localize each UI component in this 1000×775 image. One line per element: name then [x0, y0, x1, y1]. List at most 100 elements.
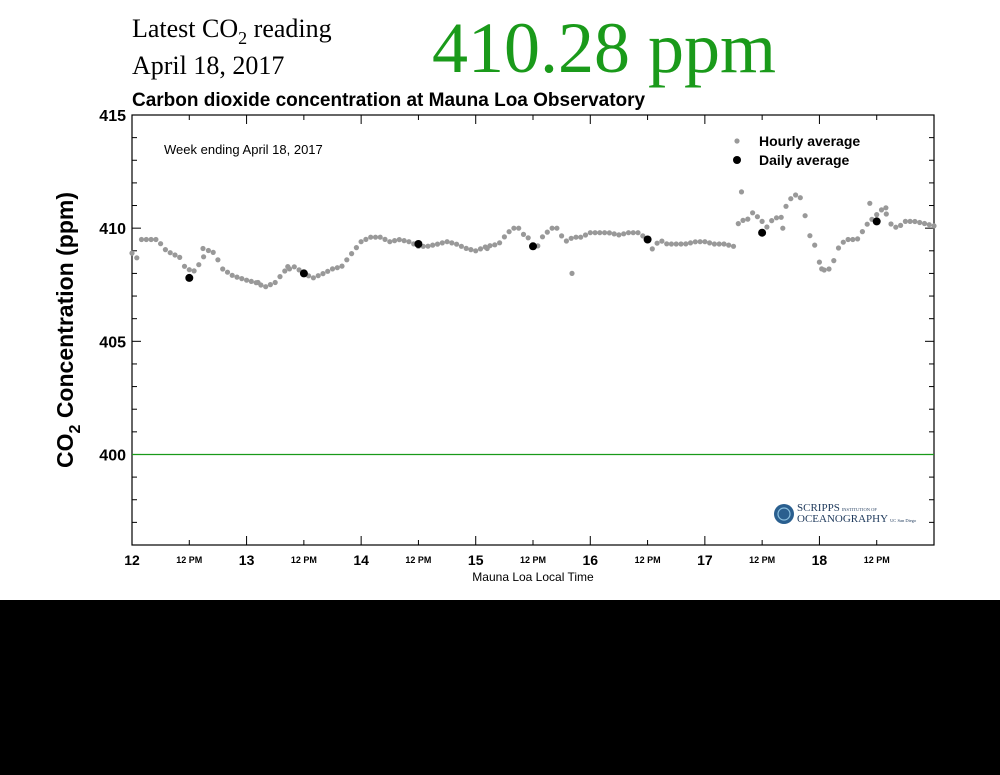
hourly-point: [563, 238, 570, 244]
hourly-point: [224, 269, 231, 275]
hourly-point: [539, 234, 546, 240]
xtick-label-noon: 12 PM: [176, 555, 202, 565]
hourly-point: [449, 240, 455, 246]
hourly-point: [358, 239, 364, 245]
daily-point: [758, 228, 767, 237]
hourly-point: [473, 248, 479, 254]
hourly-point: [812, 242, 818, 248]
hourly-point: [215, 257, 221, 263]
hourly-point: [559, 233, 565, 239]
xtick-label-day: 14: [353, 552, 369, 568]
hourly-point: [831, 258, 837, 264]
hourly-point: [707, 240, 713, 246]
ytick-label: 410: [99, 221, 126, 238]
hourly-point: [229, 272, 235, 278]
hourly-point: [850, 236, 856, 243]
hourly-point: [883, 211, 889, 217]
hourly-point: [740, 217, 746, 223]
legend-daily-label: Daily average: [759, 152, 849, 168]
hourly-point: [635, 230, 641, 236]
hourly-point: [334, 265, 340, 271]
xtick-label-noon: 12 PM: [520, 555, 546, 565]
hourly-point: [912, 218, 918, 225]
hourly-point: [807, 233, 813, 239]
hourly-point: [721, 241, 727, 247]
hourly-point: [315, 273, 321, 279]
ytick-label: 405: [99, 334, 126, 351]
hourly-point: [855, 236, 861, 242]
hourly-point: [874, 212, 880, 218]
hourly-point: [893, 224, 899, 230]
hourly-point: [764, 224, 770, 230]
xtick-label-noon: 12 PM: [864, 555, 890, 565]
logo-scripps-text: SCRIPPS INSTITUTION OF: [797, 502, 877, 514]
hourly-point: [234, 274, 240, 280]
daily-point: [299, 269, 308, 278]
hourly-point: [902, 218, 909, 224]
hourly-point: [606, 230, 613, 236]
co2-chart: Carbon dioxide concentration at Mauna Lo…: [52, 90, 937, 584]
hourly-point: [883, 205, 889, 211]
daily-point: [872, 217, 881, 226]
hourly-point: [630, 230, 636, 236]
legend-daily-marker: [733, 156, 741, 164]
latest-reading-value: 410.28 ppm: [432, 8, 777, 88]
hourly-point: [382, 236, 388, 242]
hourly-point: [625, 230, 632, 236]
x-axis-label: Mauna Loa Local Time: [472, 570, 594, 584]
hourly-point: [134, 255, 140, 261]
hourly-point: [129, 250, 135, 256]
hourly-point: [272, 279, 278, 286]
hourly-point: [859, 229, 866, 235]
xtick-label-day: 13: [239, 552, 255, 568]
hourly-point: [255, 279, 261, 286]
hourly-point: [444, 239, 450, 245]
hourly-point: [425, 243, 431, 249]
legend-hourly-label: Hourly average: [759, 133, 860, 149]
hourly-point: [501, 234, 507, 240]
xtick-label-noon: 12 PM: [291, 555, 317, 565]
hourly-point: [738, 189, 745, 195]
hourly-point: [621, 231, 627, 237]
hourly-point: [463, 245, 469, 251]
daily-point: [529, 242, 537, 251]
legend-hourly-marker: [734, 138, 740, 144]
hourly-point: [282, 268, 288, 274]
hourly-point: [377, 234, 383, 240]
hourly-point: [310, 275, 316, 281]
xtick-label-day: 17: [697, 552, 713, 568]
xtick-label-noon: 12 PM: [405, 555, 431, 565]
hourly-point: [840, 239, 846, 245]
hourly-point: [864, 221, 870, 227]
hourly-point: [683, 241, 689, 247]
xtick-label-day: 12: [124, 552, 140, 568]
hourly-point: [816, 259, 823, 265]
hourly-point: [773, 215, 780, 221]
hourly-point: [172, 252, 178, 258]
hourly-point: [659, 238, 665, 244]
latest-reading-label: Latest CO2 reading: [132, 14, 332, 48]
hourly-point: [401, 238, 407, 244]
hourly-point: [616, 232, 622, 238]
hourly-point: [387, 239, 393, 245]
hourly-point: [788, 196, 794, 202]
hourly-point: [277, 274, 283, 280]
hourly-point: [668, 241, 675, 247]
hourly-point: [430, 242, 436, 248]
hourly-point: [296, 267, 302, 273]
hourly-point: [931, 223, 937, 229]
hourly-point: [291, 264, 297, 270]
hourly-point: [726, 242, 732, 248]
week-annotation: Week ending April 18, 2017: [164, 142, 323, 157]
hourly-point: [867, 200, 873, 206]
hourly-point: [138, 236, 145, 243]
hourly-point: [520, 231, 527, 237]
hourly-point: [730, 243, 737, 249]
hourly-point: [678, 241, 684, 247]
scripps-globe-icon: [774, 504, 794, 524]
chart-title: Carbon dioxide concentration at Mauna Lo…: [132, 90, 646, 111]
hourly-point: [158, 241, 164, 247]
hourly-point: [592, 230, 598, 236]
hourly-point: [320, 271, 326, 277]
hourly-point: [702, 239, 708, 245]
